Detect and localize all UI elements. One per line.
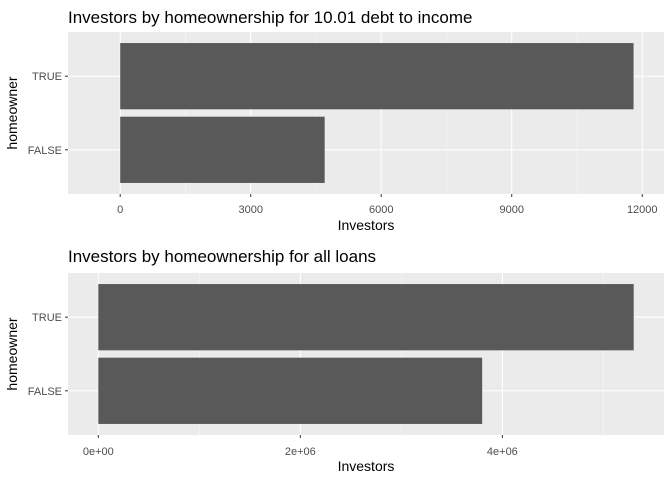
- bar-true: [120, 43, 634, 110]
- x-tick-label: 4e+06: [487, 446, 518, 458]
- chart-title: Investors by homeownership for 10.01 deb…: [68, 8, 472, 27]
- x-tick-label: 3000: [238, 204, 262, 216]
- chart-title: Investors by homeownership for all loans: [68, 247, 376, 266]
- bar-false: [120, 116, 325, 183]
- bar-false: [98, 357, 483, 424]
- y-tick-label: TRUE: [32, 312, 62, 324]
- x-tick-label: 0e+00: [83, 446, 114, 458]
- y-tick-label: FALSE: [28, 386, 62, 398]
- x-tick-label: 2e+06: [285, 446, 316, 458]
- y-axis-title: homeowner: [4, 317, 20, 390]
- x-tick-label: 12000: [627, 204, 658, 216]
- x-axis-title: Investors: [338, 217, 395, 233]
- y-tick-label: TRUE: [32, 71, 62, 83]
- x-tick-label: 9000: [499, 204, 523, 216]
- bar-true: [98, 284, 634, 351]
- x-tick-label: 6000: [369, 204, 393, 216]
- y-tick-label: FALSE: [28, 145, 62, 157]
- y-axis-title: homeowner: [4, 76, 20, 149]
- x-axis-title: Investors: [338, 458, 395, 474]
- x-tick-label: 0: [117, 204, 123, 216]
